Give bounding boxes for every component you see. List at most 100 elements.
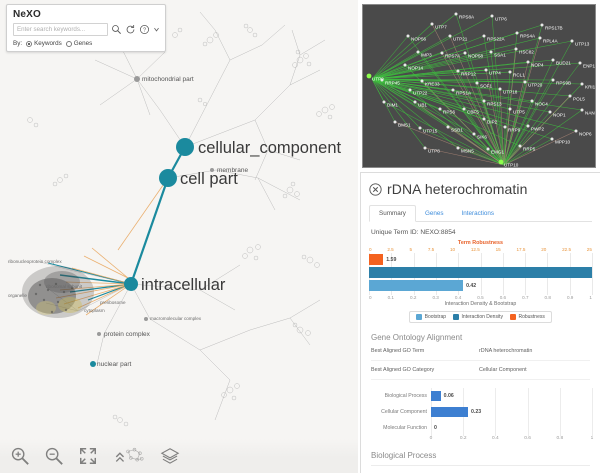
legend-item-interaction-density[interactable]: Interaction Density [453,314,503,320]
gene-node[interactable] [482,117,486,121]
gene-node[interactable] [393,120,397,124]
radio-keywords[interactable]: Keywords [26,40,62,47]
gene-node[interactable] [498,159,504,165]
gene-node[interactable] [523,80,527,84]
gene-network-graph[interactable]: UTP9 RPS8A UTP6 UTP7 RPS17B NOP56 UTP21 RPS22A R… [363,5,596,168]
gene-node[interactable] [423,146,427,150]
gene-node[interactable] [484,68,488,72]
zoom-in-icon[interactable] [10,446,30,466]
gene-label: KRI1 [585,85,596,90]
gene-node[interactable] [430,22,434,26]
gene-node[interactable] [551,58,555,62]
gene-node[interactable] [408,88,412,92]
graph-toolbar[interactable] [0,439,358,473]
gene-node[interactable] [420,79,424,83]
search-panel[interactable]: NeXO ? By: [6,4,166,52]
gene-node[interactable] [472,132,476,136]
gene-node[interactable] [515,31,519,35]
gene-node[interactable] [568,94,572,98]
gene-label: UTP20 [528,83,543,88]
tree-node-mitochondrial-part[interactable] [134,76,140,82]
gene-node[interactable] [550,137,554,141]
go-bar-biological-process[interactable] [431,391,441,401]
gene-node[interactable] [366,73,372,79]
gene-node[interactable] [498,87,502,91]
gene-node[interactable] [406,34,410,38]
gene-node[interactable] [462,107,466,111]
gene-node[interactable] [578,61,582,65]
gene-edge [371,78,553,140]
gene-node[interactable] [503,125,507,129]
gene-node[interactable] [514,47,518,51]
gene-node[interactable] [475,81,479,85]
gene-node[interactable] [526,124,530,128]
tree-node-membrane[interactable] [210,168,214,172]
tab-genes[interactable]: Genes [424,210,444,217]
gene-node[interactable] [580,108,584,112]
gene-node[interactable] [486,147,490,151]
fit-screen-icon[interactable] [78,446,98,466]
bar-bootstrap[interactable] [369,280,464,291]
layers-icon[interactable] [160,446,180,466]
chevron-down-icon[interactable] [153,24,160,35]
gene-node[interactable] [380,78,384,82]
axis-tick: 0.2 [410,295,417,300]
gene-node[interactable] [508,107,512,111]
gene-node[interactable] [508,70,512,74]
tab-summary[interactable]: Summary [369,205,416,222]
gene-node[interactable] [446,125,450,129]
gene-node[interactable] [418,126,422,130]
gene-node[interactable] [454,12,458,16]
refresh-icon[interactable] [125,24,136,35]
gene-node[interactable] [580,82,584,86]
gene-node[interactable] [456,146,460,150]
gene-node[interactable] [490,14,494,18]
help-icon[interactable]: ? [139,24,150,35]
gene-node[interactable] [526,60,530,64]
tree-node-cell-part[interactable] [159,169,177,187]
tree-node-cellular-component[interactable] [176,138,194,156]
gene-label: SIK6 [477,135,487,140]
gene-node[interactable] [382,100,386,104]
legend-item-bootstrap[interactable]: Bootstrap [416,314,446,320]
gene-node[interactable] [463,51,467,55]
close-circle-icon[interactable] [369,182,382,196]
zoom-out-icon[interactable] [44,446,64,466]
gene-node[interactable] [416,50,420,54]
gene-node[interactable] [482,34,486,38]
gene-node[interactable] [448,34,452,38]
gene-node[interactable] [570,39,574,43]
gene-node[interactable] [530,99,534,103]
gene-node[interactable] [518,144,522,148]
search-input[interactable] [13,23,108,36]
ontology-tree-panel[interactable]: cellular_component cell part intracellul… [0,0,358,473]
tree-node-protein-complex[interactable] [97,332,101,336]
detail-tabs[interactable]: Summary Genes Interactions [369,205,592,222]
search-icon[interactable] [111,24,122,35]
gene-node[interactable] [438,107,442,111]
tab-interactions[interactable]: Interactions [461,210,495,217]
legend-item-robustness[interactable]: Robustness [509,314,545,320]
gene-node[interactable] [482,99,486,103]
gene-node[interactable] [440,51,444,55]
gene-node[interactable] [489,50,493,54]
bar-robustness[interactable] [369,254,384,265]
gene-node[interactable] [456,69,460,73]
gene-node[interactable] [538,36,542,40]
tree-node-macromolecular-complex[interactable] [144,317,148,321]
gene-interaction-network-panel[interactable]: UTP9 RPS8A UTP6 UTP7 RPS17B NOP56 UTP21 RPS22A R… [362,4,596,168]
gene-node[interactable] [413,100,417,104]
go-bar-cellular-component[interactable] [431,407,469,417]
tree-node-intracellular[interactable] [124,277,138,291]
ontology-tree-graph[interactable]: cellular_component cell part intracellul… [0,0,358,473]
collapse-icon[interactable] [112,446,146,466]
gene-node[interactable] [451,88,455,92]
gene-node[interactable] [403,63,407,67]
bar-interaction-density[interactable] [369,267,592,278]
gene-node[interactable] [574,129,578,133]
gene-node[interactable] [540,23,544,27]
radio-genes[interactable]: Genes [65,40,92,47]
gene-node[interactable] [548,110,552,114]
gene-node[interactable] [551,78,555,82]
tree-node-nuclear-part[interactable] [90,361,96,367]
